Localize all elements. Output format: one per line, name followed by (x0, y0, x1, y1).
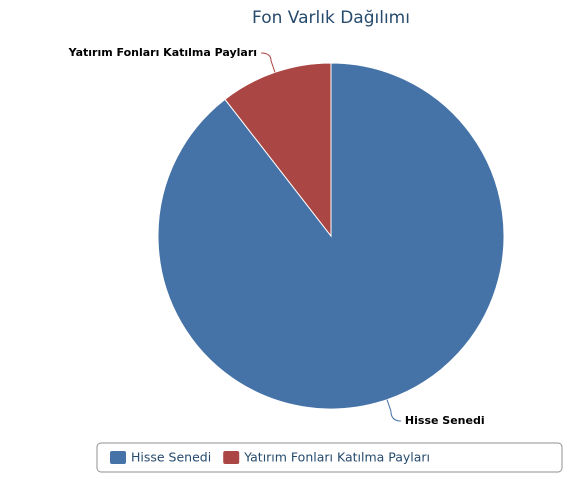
legend-swatch (110, 451, 126, 464)
legend-label: Yatırım Fonları Katılma Payları (243, 450, 430, 465)
label-connector (386, 399, 401, 422)
chart-title: Fon Varlık Dağılımı (252, 8, 410, 28)
legend-swatch (223, 451, 240, 464)
data-label: Yatırım Fonları Katılma Payları (68, 46, 257, 59)
data-label: Hisse Senedi (405, 414, 485, 427)
legend-box (96, 442, 563, 473)
label-connector (261, 52, 276, 73)
pie-slice (224, 62, 332, 238)
legend-label: Hisse Senedi (131, 450, 211, 465)
